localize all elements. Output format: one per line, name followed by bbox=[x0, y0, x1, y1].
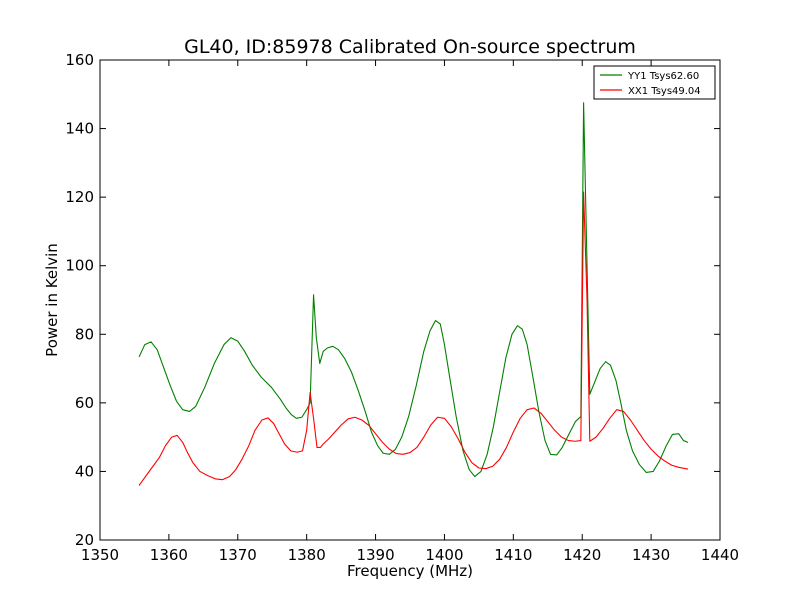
chart-title: GL40, ID:85978 Calibrated On-source spec… bbox=[184, 36, 636, 58]
y-tick-label: 100 bbox=[65, 257, 94, 275]
y-tick-label: 80 bbox=[75, 325, 94, 343]
legend-box bbox=[593, 65, 716, 100]
y-tick-label: 140 bbox=[65, 120, 94, 138]
y-tick-label: 20 bbox=[75, 531, 94, 549]
y-axis-ticks: 20 40 60 80 100 120 140 160 bbox=[65, 51, 720, 549]
series-line-yy1 bbox=[138, 102, 689, 478]
series-line-xx1 bbox=[138, 191, 689, 486]
x-tick-label: 1440 bbox=[701, 546, 739, 564]
x-tick-label: 1370 bbox=[219, 546, 257, 564]
x-tick-label: 1360 bbox=[150, 546, 188, 564]
x-tick-label: 1400 bbox=[425, 546, 463, 564]
x-tick-label: 1380 bbox=[288, 546, 326, 564]
axes-frame bbox=[99, 59, 721, 541]
y-axis-label: Power in Kelvin bbox=[43, 243, 61, 357]
legend-entry-label: YY1 Tsys62.60 bbox=[627, 71, 699, 82]
x-tick-label: 1390 bbox=[356, 546, 394, 564]
x-tick-label: 1430 bbox=[632, 546, 670, 564]
y-tick-label: 160 bbox=[65, 51, 94, 69]
x-tick-label: 1410 bbox=[494, 546, 532, 564]
y-tick-label: 40 bbox=[75, 462, 94, 480]
x-axis-ticks: 1350 1360 1370 1380 1390 1400 1410 1420 1430 1440 bbox=[81, 60, 739, 564]
legend: YY1 Tsys62.60 XX1 Tsys49.04 bbox=[593, 65, 716, 100]
series-layer bbox=[138, 102, 689, 486]
x-axis-label: Frequency (MHz) bbox=[347, 562, 473, 580]
y-tick-label: 120 bbox=[65, 188, 94, 206]
plot-area bbox=[100, 60, 720, 540]
y-tick-label: 60 bbox=[75, 394, 94, 412]
x-tick-label: 1420 bbox=[563, 546, 601, 564]
x-tick-label: 1350 bbox=[81, 546, 119, 564]
legend-entry-label: XX1 Tsys49.04 bbox=[628, 86, 701, 97]
